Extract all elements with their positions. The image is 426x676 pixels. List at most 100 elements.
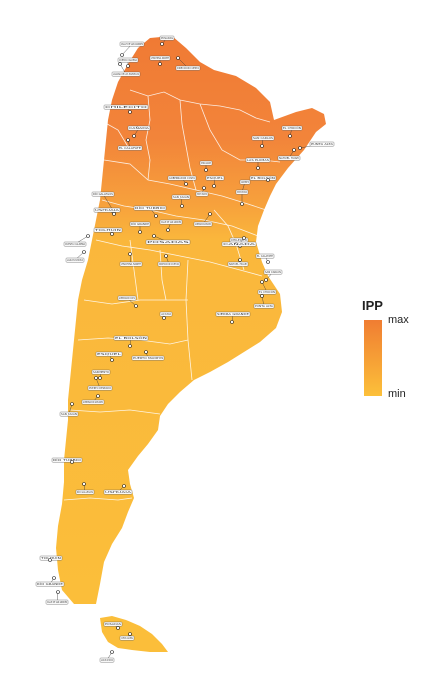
label-box [149,55,171,61]
location-marker [96,394,100,398]
label-box [99,657,115,663]
location-marker [260,294,264,298]
location-marker [240,202,244,206]
legend-max-label: max [388,314,409,326]
label-box [239,179,251,185]
place-label: VINCHINA NORTE [119,252,143,267]
label-box [111,71,141,77]
label-box [127,125,151,131]
label-text: RÍO TURBIO [53,459,81,462]
label-box [95,351,123,357]
location-marker [128,344,132,348]
label-text: GOBERNADOR GREGORES [195,223,211,226]
place-label: SIERRA GRANDE [215,311,251,324]
location-marker [266,178,270,182]
location-marker [184,182,188,186]
location-marker [204,168,208,172]
location-marker [154,214,158,218]
label-text: USHUAIA [95,209,120,212]
location-marker [158,62,162,66]
label-box [129,221,151,227]
location-marker [202,186,206,190]
label-text: GOBERNADOR GREGORES [83,401,103,404]
label-text: SIERRA GRANDE [201,162,211,165]
label-text: CUESTA CALDERA [119,59,137,62]
location-marker [230,320,234,324]
location-marker [208,212,212,216]
label-text: EL CALAFATE [257,255,273,258]
label-text: CUESTA CALDERA [65,243,85,246]
location-marker [110,232,114,236]
label-text: TOLHUIN [41,557,61,560]
place-label: LAS PLUMAS [159,311,173,320]
label-text: LAGUNA DE LOS POZUELOS [67,259,83,262]
label-box [159,311,173,317]
location-marker [288,134,292,138]
location-marker [164,254,168,258]
location-marker [298,146,302,150]
location-marker [152,234,156,238]
label-box [195,191,209,197]
place-label: POSADAS [145,234,191,245]
location-marker [128,110,132,114]
location-marker [122,484,126,488]
location-marker [160,42,164,46]
label-text: LAS PLUMAS [247,159,270,162]
place-label: DIRECCION CUESTA [175,56,201,71]
label-text: VALLE DE SAN ANDRÉS [121,43,143,46]
label-box [81,399,105,405]
label-text: PUERTO MADRYN [133,357,163,360]
label-text: CHILECITO [105,106,147,109]
place-label: CUESTA CALDERA [63,234,90,247]
place-label: LAGUNA DE LOS POZUELOS [111,62,141,77]
location-marker [180,204,184,208]
place-label: CUESTA CALDERA [117,57,139,68]
location-marker [82,250,86,254]
place-label: PUNTA ALTA [298,141,335,150]
place-label: PUERTO DESEADO [87,376,113,391]
place-label: POSADAS [159,35,175,46]
legend-title: IPP [362,298,383,313]
place-label: GOBERNADOR GREGORES [81,394,105,405]
location-marker [86,234,90,238]
label-text: SIERRA GRANDE [217,313,250,316]
label-text: SAN JULIÁN [173,196,189,199]
place-label: RÍO TURBIO [133,205,167,218]
label-text: RÍO TURBIO [135,207,165,210]
label-text: RÍO GRANDE [131,223,149,226]
label-box [65,257,85,263]
label-box [103,621,123,627]
label-box [87,385,113,391]
label-box [257,289,277,295]
label-box [159,35,175,41]
label-text: PUERTO MADRYN [197,193,207,196]
label-box [175,65,201,71]
label-box [253,303,275,309]
place-label: POSADAS [103,621,123,630]
place-label: RÍO GALLEGOS [75,482,95,495]
label-box [199,160,213,166]
label-text: CAÑADA [223,243,256,246]
place-label: CUESTA CALDERA [119,632,135,641]
label-text: TOLHUIN [95,229,121,232]
label-text: VALLE DE SAN ANDRÉS [161,221,181,224]
legend-min-label: min [388,388,406,400]
label-box [91,369,111,375]
location-marker [52,576,56,580]
label-text: DIRECCION CUESTA [159,263,179,266]
label-text: ESQUEL [207,177,224,180]
label-box [235,189,249,195]
label-text: RÍO GRANDE [37,583,64,586]
label-text: VALLE DE SAN ANDRÉS [47,601,67,604]
label-box [35,581,65,587]
location-marker [118,62,122,66]
label-text: POSADAS [161,37,173,40]
label-text: LAGUNA DE LOS POZUELOS [101,659,113,662]
place-label: SAN JULIÁN [171,194,191,208]
label-box [245,157,271,163]
label-box [119,261,143,267]
label-text: POSADAS [147,241,191,244]
label-text: NAHUEL HUAPI [229,263,247,266]
tierra-del-fuego-shape [100,616,168,652]
place-label: SAN JULIÁN [59,402,79,417]
